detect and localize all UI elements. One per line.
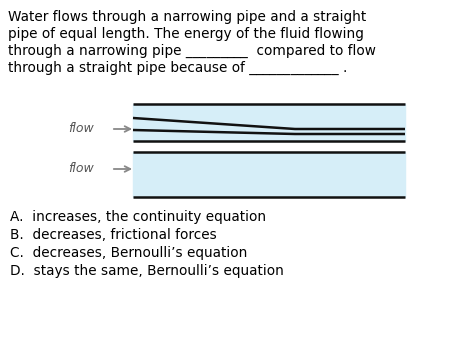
Polygon shape [133, 104, 405, 141]
Text: flow: flow [68, 162, 94, 175]
Text: flow: flow [68, 122, 94, 135]
Polygon shape [133, 152, 405, 197]
Text: B.  decreases, frictional forces: B. decreases, frictional forces [10, 228, 217, 242]
Text: Water flows through a narrowing pipe and a straight: Water flows through a narrowing pipe and… [8, 10, 366, 24]
Text: D.  stays the same, Bernoulli’s equation: D. stays the same, Bernoulli’s equation [10, 264, 284, 278]
Text: through a straight pipe because of _____________ .: through a straight pipe because of _____… [8, 61, 347, 75]
Text: through a narrowing pipe _________  compared to flow: through a narrowing pipe _________ compa… [8, 44, 376, 58]
Text: pipe of equal length. The energy of the fluid flowing: pipe of equal length. The energy of the … [8, 27, 364, 41]
Text: C.  decreases, Bernoulli’s equation: C. decreases, Bernoulli’s equation [10, 246, 247, 260]
Text: A.  increases, the continuity equation: A. increases, the continuity equation [10, 210, 266, 224]
